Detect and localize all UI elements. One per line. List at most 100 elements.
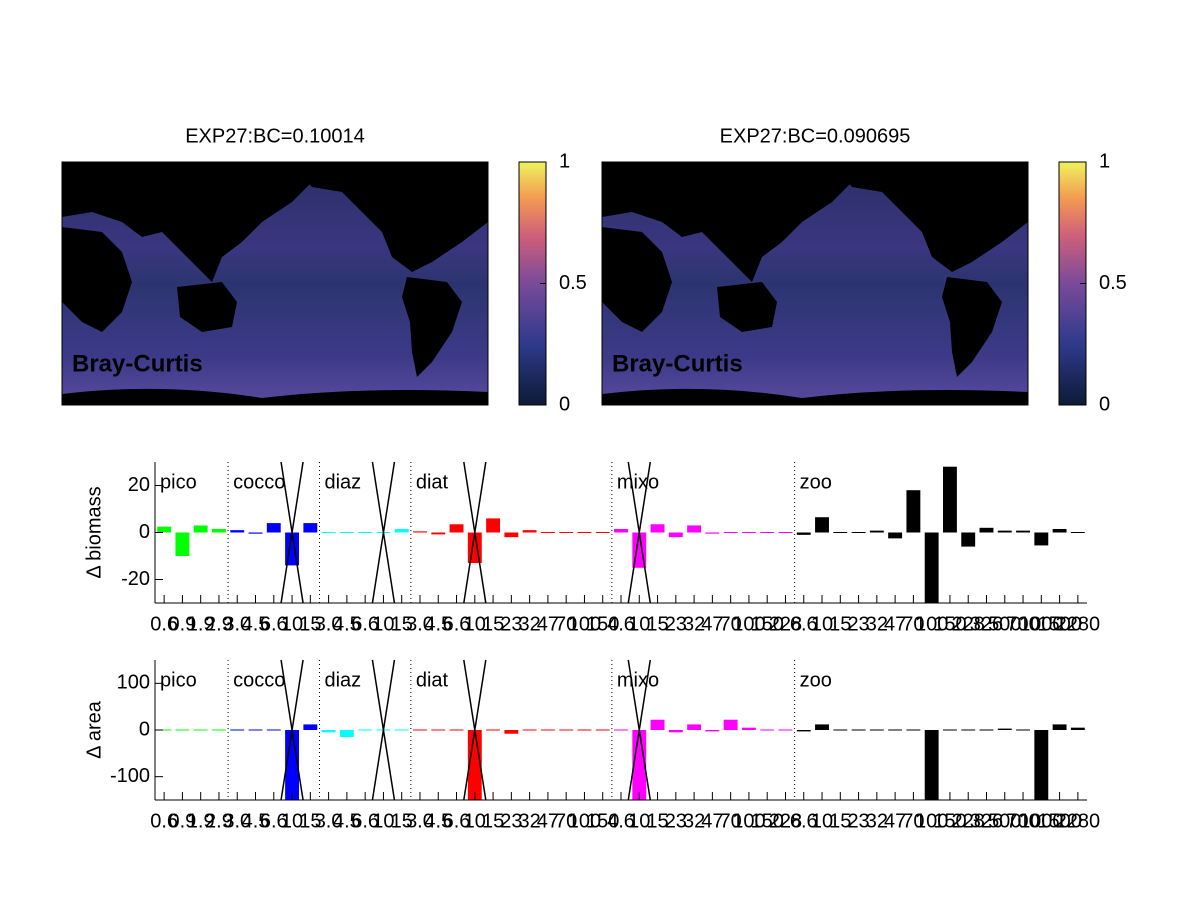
bar — [504, 730, 519, 734]
bar — [760, 729, 775, 731]
x-tick-label: 150 — [933, 810, 966, 832]
bar — [942, 729, 957, 731]
bar — [687, 724, 702, 730]
x-tick-label: 15 — [391, 810, 413, 832]
bar — [559, 729, 574, 731]
x-tick-label: 10 — [628, 613, 650, 635]
x-tick-label: 1000 — [1019, 810, 1064, 832]
bar — [212, 729, 226, 731]
bar — [997, 530, 1012, 533]
x-tick-label: 23 — [665, 613, 687, 635]
bar — [577, 532, 592, 533]
bar — [833, 729, 848, 731]
x-tick-label: 100 — [915, 810, 948, 832]
x-tick-label: 2.9 — [205, 613, 233, 635]
bar — [668, 730, 683, 733]
bar — [193, 525, 208, 533]
y-tick-label: 0 — [139, 521, 150, 543]
x-tick-label: 23 — [847, 613, 869, 635]
bar — [431, 532, 446, 535]
bar — [888, 729, 903, 731]
bar — [1034, 730, 1049, 800]
bar — [961, 729, 976, 731]
group-label: zoo — [800, 669, 832, 691]
x-tick-label: 1500 — [1037, 613, 1082, 635]
bar — [942, 466, 957, 533]
bar — [559, 532, 574, 533]
x-tick-label: 228 — [769, 810, 802, 832]
colorbar-tick-label: 0 — [1099, 393, 1110, 415]
bar — [358, 532, 373, 533]
x-tick-label: 1500 — [1037, 810, 1082, 832]
x-tick-label: 700 — [1006, 810, 1039, 832]
bar — [157, 729, 172, 731]
x-tick-label: 15 — [829, 613, 851, 635]
x-tick-label: 15 — [391, 613, 413, 635]
bar — [595, 729, 610, 731]
x-tick-label: 3.0 — [406, 810, 434, 832]
x-tick-label: 6.6 — [790, 613, 818, 635]
x-tick-label: 10 — [628, 810, 650, 832]
x-tick-label: 1000 — [1019, 613, 1064, 635]
x-tick-label: 228 — [952, 810, 985, 832]
x-tick-label: 6.6 — [443, 613, 471, 635]
x-tick-label: 6.6 — [443, 810, 471, 832]
x-tick-label: 10 — [281, 810, 303, 832]
group-label: diaz — [324, 669, 361, 691]
x-tick-label: 4.5 — [333, 810, 361, 832]
colorbar-tick-label: 0.5 — [559, 272, 587, 294]
x-tick-label: 70 — [720, 613, 742, 635]
x-tick-label: 6.6 — [260, 613, 288, 635]
colorbar-tick-label: 1 — [559, 150, 570, 172]
map-frame — [601, 161, 1029, 406]
x-tick-label: 6.6 — [790, 810, 818, 832]
group-label: cocco — [233, 471, 285, 493]
bar — [723, 532, 738, 533]
x-tick-label: 15 — [482, 613, 504, 635]
x-tick-label: 4.5 — [424, 810, 452, 832]
bar — [522, 530, 537, 533]
x-tick-label: 150 — [933, 613, 966, 635]
bar — [193, 729, 208, 731]
bar — [997, 728, 1012, 730]
charts: 0.60.91.92.93.04.56.610153.04.56.610153.… — [83, 461, 1101, 832]
bar — [413, 531, 427, 533]
bar — [668, 532, 683, 538]
cross-mark — [371, 659, 396, 801]
x-tick-label: 228 — [952, 613, 985, 635]
x-tick-label: 4.5 — [424, 613, 452, 635]
cross-mark — [463, 461, 487, 604]
x-tick-label: 15 — [299, 810, 321, 832]
x-tick-label: 0.6 — [150, 613, 178, 635]
bar — [212, 528, 226, 533]
bar — [705, 730, 720, 732]
x-tick-label: 15 — [646, 613, 668, 635]
bar — [540, 532, 555, 533]
x-tick-label: 2280 — [1056, 613, 1101, 635]
bar — [248, 729, 263, 731]
x-tick-label: 4.5 — [242, 613, 270, 635]
x-tick-label: 32 — [866, 810, 888, 832]
bar — [266, 729, 281, 731]
x-tick-label: 4.5 — [242, 810, 270, 832]
y-tick-label: -100 — [110, 765, 150, 787]
bar — [741, 727, 756, 730]
bar — [741, 532, 756, 533]
x-tick-label: 1.9 — [187, 613, 215, 635]
group-label: diat — [416, 669, 449, 691]
group-label: mixo — [617, 669, 659, 691]
bars — [157, 466, 1085, 603]
map-title: EXP27:BC=0.10014 — [185, 125, 365, 147]
x-tick-label: 100 — [568, 810, 601, 832]
y-tick-label: 0 — [139, 718, 150, 740]
x-tick-label: 150 — [751, 810, 784, 832]
x-tick-label: 10 — [372, 810, 394, 832]
x-tick-label: 15 — [482, 810, 504, 832]
bar — [888, 532, 903, 539]
bar-chart: 0.60.91.92.93.04.56.610153.04.56.610153.… — [83, 659, 1100, 832]
bar — [614, 528, 628, 533]
x-tick-label: 23 — [500, 810, 522, 832]
x-tick-label: 10 — [372, 613, 394, 635]
map-panel: EXP27:BC=0.10014 Bray-Curtis 0 0.5 1 — [61, 125, 587, 415]
bar — [486, 729, 501, 731]
